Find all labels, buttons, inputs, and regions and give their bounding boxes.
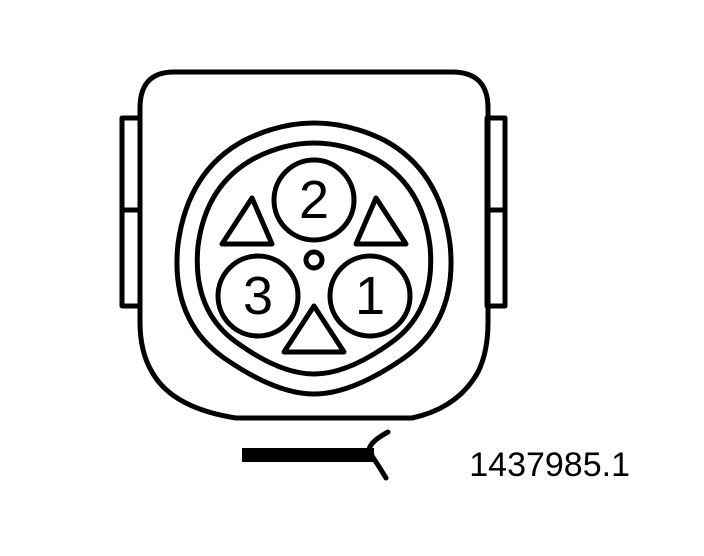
wire-bar <box>242 448 374 462</box>
left-latch <box>119 115 143 309</box>
wire-harness <box>242 429 391 481</box>
key-triangle-bottom <box>281 303 347 355</box>
key-triangle-right <box>353 195 409 247</box>
center-hole <box>303 249 325 271</box>
key-triangle-left <box>219 195 275 247</box>
pin-2-cavity <box>271 157 357 243</box>
wire-break-mark <box>366 429 391 481</box>
pin-1-cavity <box>327 253 413 339</box>
face-outer-outline <box>174 120 454 397</box>
pin-1-label: 1 <box>355 266 385 326</box>
connector-housing <box>137 69 491 421</box>
pin-3-cavity <box>215 253 301 339</box>
left-latch-lower <box>119 207 143 309</box>
pin-3-label: 3 <box>243 266 273 326</box>
face-inner-outline <box>194 140 434 377</box>
left-latch-upper <box>119 115 143 213</box>
reference-number: 1437985.1 <box>469 446 630 484</box>
pin-2-label: 2 <box>299 170 329 230</box>
